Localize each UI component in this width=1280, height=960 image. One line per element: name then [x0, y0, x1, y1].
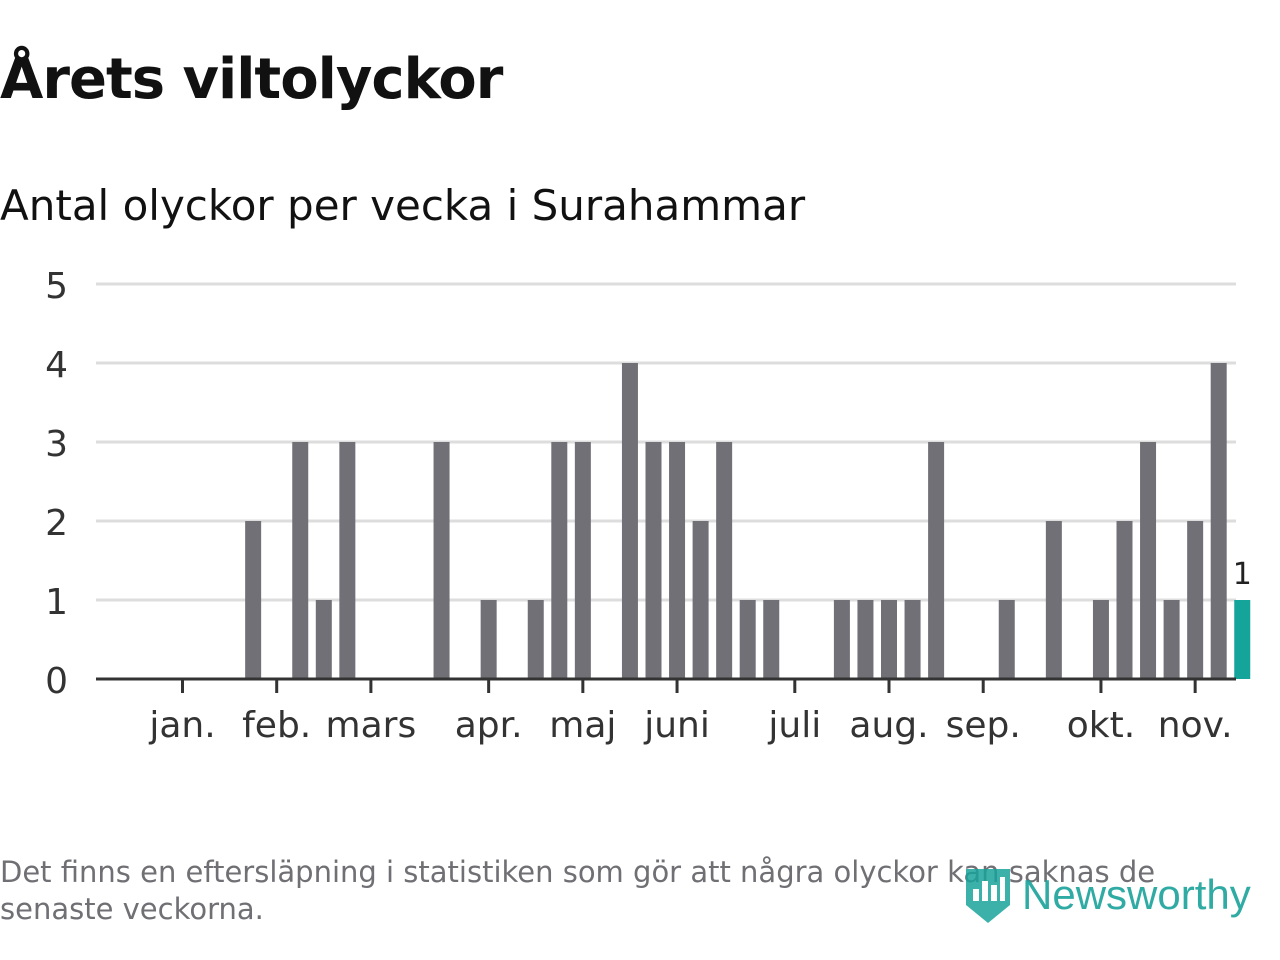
bar [480, 600, 497, 679]
x-axis [96, 677, 1236, 693]
bar [245, 521, 262, 679]
newsworthy-icon [966, 869, 1010, 923]
x-tick-label: juli [767, 705, 821, 746]
bar [433, 442, 450, 679]
x-tick-label: jan. [148, 705, 215, 746]
bar [833, 600, 850, 679]
bar [645, 442, 662, 679]
newsworthy-logo: Newsworthy [962, 862, 1251, 928]
bar [692, 521, 709, 679]
grid-lines [96, 282, 1236, 602]
y-tick-label: 5 [45, 266, 68, 307]
bar [881, 600, 897, 679]
chart-subtitle: Antal olyckor per vecka i Surahammar [0, 181, 806, 230]
x-tick-label: nov. [1158, 705, 1233, 746]
data-label-last-week: 1 [1233, 557, 1252, 592]
y-tick-label: 2 [45, 503, 68, 544]
bar [998, 600, 1015, 679]
bar [339, 442, 356, 679]
bar [904, 600, 921, 679]
bar [574, 442, 591, 679]
x-tick-label: juni [643, 705, 710, 746]
x-tick-label: maj [549, 705, 616, 746]
bar [669, 442, 686, 679]
x-tick-label: sep. [946, 705, 1021, 746]
y-tick-label: 0 [45, 661, 68, 702]
bar [763, 600, 780, 679]
x-tick-label: okt. [1067, 705, 1135, 746]
bar [928, 442, 945, 679]
x-axis-month-labels: jan. feb. mars apr. maj juni juli aug. sep. okt. n… [148, 705, 1232, 746]
y-tick-label: 1 [45, 582, 68, 623]
bar [292, 442, 309, 679]
data-labels: 1 [1233, 557, 1252, 592]
bar [621, 363, 638, 679]
x-tick-label: aug. [849, 705, 928, 746]
bar [315, 600, 332, 679]
bar [857, 600, 874, 679]
bar [1210, 363, 1227, 679]
y-tick-label: 3 [45, 424, 68, 465]
bar [527, 600, 544, 679]
bar [1116, 521, 1133, 679]
bar [1140, 442, 1157, 679]
bar [1092, 600, 1109, 679]
y-tick-label: 4 [45, 345, 68, 386]
brand-name: Newsworthy [1022, 871, 1251, 918]
bar [1163, 600, 1180, 679]
bar [1187, 521, 1204, 679]
y-axis-tick-labels: 0 1 2 3 4 5 [45, 266, 68, 702]
bar [1045, 521, 1062, 679]
bar [716, 442, 733, 679]
bar [551, 442, 568, 679]
footnote: Det finns en eftersläpning i statistiken… [0, 855, 1156, 926]
x-tick-label: feb. [242, 705, 311, 746]
x-tick-label: apr. [455, 705, 523, 746]
bar-highlight [1234, 600, 1251, 679]
bars [245, 363, 1251, 679]
bar [739, 600, 756, 679]
chart-title: Årets viltolyckor [0, 47, 503, 112]
x-tick-label: mars [326, 705, 417, 746]
